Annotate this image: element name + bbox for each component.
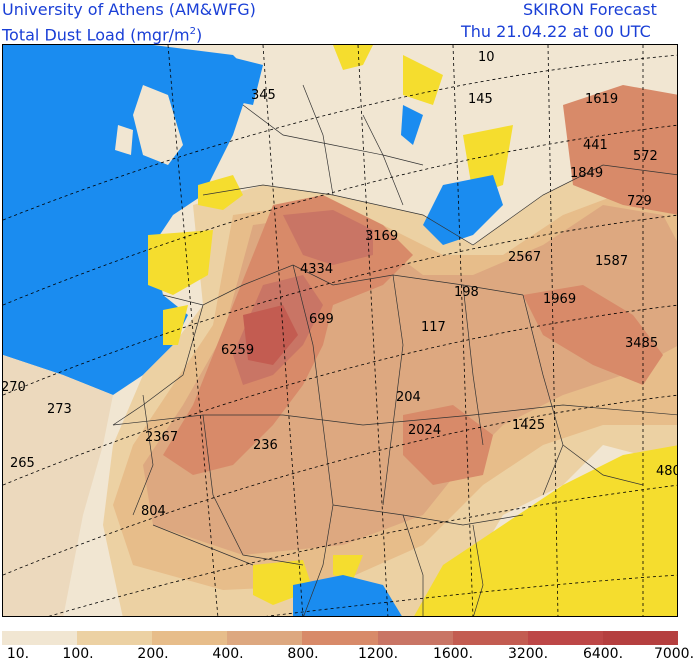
scale-label: 6400.	[582, 646, 624, 662]
map-label: 699	[309, 312, 334, 327]
scale-label: 200.	[137, 646, 169, 662]
valid-time: Thu 21.04.22 at 00 UTC	[461, 22, 651, 41]
scale-label: 800.	[287, 646, 319, 662]
map-label: 265	[10, 456, 35, 471]
dust-map: 10 345 145 1619 441 572 1849 729 3169 43…	[2, 44, 678, 617]
map-label: 273	[47, 402, 72, 417]
lat-lon-grid	[3, 45, 677, 616]
map-label: 572	[633, 149, 658, 164]
map-label: 441	[583, 138, 608, 153]
scale-label: 1600.	[432, 646, 474, 662]
scale-swatch	[602, 631, 678, 645]
scale-label: 10.	[6, 646, 30, 662]
map-label: 3169	[365, 229, 398, 244]
scale-labels: 10. 100. 200. 400. 800. 1200. 1600. 3200…	[0, 646, 700, 662]
map-label: 1425	[512, 418, 545, 433]
scale-swatch	[452, 631, 528, 645]
scale-swatch	[152, 631, 228, 645]
map-label: 10	[478, 50, 495, 65]
scale-swatch	[2, 631, 78, 645]
map-label: 804	[141, 504, 166, 519]
map-label: 270	[3, 380, 26, 395]
map-label: 204	[396, 390, 421, 405]
map-label: 2367	[145, 430, 178, 445]
scale-swatch	[302, 631, 378, 645]
map-label: 1969	[543, 292, 576, 307]
scale-label: 3200.	[507, 646, 549, 662]
map-label: 236	[253, 438, 278, 453]
map-label: 1849	[570, 166, 603, 181]
map-labels: 10 345 145 1619 441 572 1849 729 3169 43…	[3, 50, 678, 519]
product-title: SKIRON Forecast	[523, 0, 657, 19]
map-label: 1587	[595, 254, 628, 269]
map-label: 3485	[625, 336, 658, 351]
map-label: 2024	[408, 423, 441, 438]
map-label: 480	[656, 464, 678, 479]
scale-swatch	[77, 631, 153, 645]
map-label: 2567	[508, 250, 541, 265]
map-label: 345	[251, 88, 276, 103]
scale-label: 1200.	[357, 646, 399, 662]
country-borders	[112, 84, 677, 616]
map-label: 729	[627, 194, 652, 209]
no-dust-area	[333, 45, 373, 70]
scale-swatch	[377, 631, 453, 645]
map-label: 1619	[585, 92, 618, 107]
map-label: 145	[468, 92, 493, 107]
org-title: University of Athens (AM&WFG)	[2, 0, 256, 19]
scale-label: 100.	[62, 646, 94, 662]
map-label: 6259	[221, 343, 254, 358]
scale-swatch	[227, 631, 303, 645]
scale-label: 400.	[212, 646, 244, 662]
map-label: 4334	[300, 262, 333, 277]
scale-swatch	[527, 631, 603, 645]
map-label: 117	[421, 320, 446, 335]
map-label: 198	[454, 285, 479, 300]
variable-title: Total Dust Load (mgr/m2)	[2, 25, 203, 45]
scale-label: 7000.	[653, 646, 695, 662]
color-scale	[2, 631, 678, 645]
